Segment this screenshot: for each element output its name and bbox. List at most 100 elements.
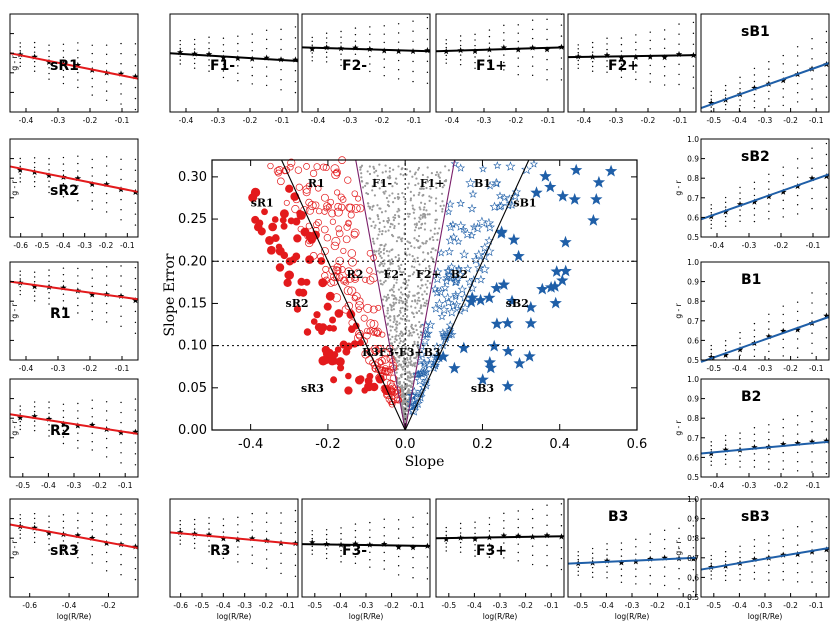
gray-point — [384, 315, 387, 318]
gray-point — [438, 227, 441, 230]
gray-point — [398, 299, 401, 302]
profile-point — [31, 524, 38, 531]
gray-point — [409, 376, 412, 379]
red-filled-point — [268, 222, 278, 232]
panel-f2minus: F2- -0.4 -0.3 -0.2 -0.1 — [298, 12, 438, 140]
panel-title: R1 — [50, 306, 71, 322]
blue-open-star — [455, 220, 467, 231]
panel-x-label: log(R/Re) — [748, 612, 783, 621]
panel-x-tick: -0.1 — [544, 601, 559, 610]
panel-x-tick: -0.4 — [56, 241, 71, 250]
gray-point — [389, 263, 392, 266]
blue-filled-star — [448, 361, 461, 374]
gray-point — [385, 250, 389, 253]
gray-point — [407, 274, 410, 278]
gray-point — [376, 204, 379, 207]
panel-y-tick: 0.5 — [687, 593, 699, 602]
panel-f2plus: F2+ -0.4 -0.3 -0.2 -0.1 — [564, 12, 704, 140]
profile-point — [89, 421, 96, 428]
panel-svg: B2 -0.4 -0.3 -0.2 -0.1 0.5 0.6 0.7 0.8 0.9 1.0 g - … — [674, 375, 830, 490]
blue-filled-star — [495, 225, 508, 238]
panel-b2: B2 -0.4 -0.3 -0.2 -0.1 0.5 0.6 0.7 0.8 0.9 1.0 g - … — [674, 375, 830, 505]
profile-point — [736, 201, 744, 208]
gray-point — [412, 271, 416, 274]
gray-point — [418, 309, 421, 313]
red-open-point — [322, 265, 330, 273]
red-open-point — [351, 274, 359, 281]
gray-point — [406, 186, 409, 189]
blue-filled-star — [497, 278, 511, 290]
region-label: sB2 — [506, 297, 529, 310]
region-label: R1 — [308, 177, 325, 190]
gray-point — [404, 281, 408, 284]
red-open-point — [338, 266, 346, 274]
red-filled-point — [261, 208, 268, 216]
gray-point — [418, 272, 422, 275]
profile-point — [31, 283, 38, 290]
profile-point — [751, 444, 758, 451]
panel-title: sR3 — [50, 543, 79, 559]
red-open-point — [350, 230, 359, 239]
gray-point — [395, 177, 398, 180]
blue-open-star — [446, 307, 457, 317]
region-label: sR3 — [301, 382, 324, 395]
blue-open-star — [495, 191, 505, 200]
gray-point — [400, 352, 403, 355]
red-open-point — [273, 167, 282, 176]
gray-point — [378, 187, 381, 190]
gray-point — [439, 204, 442, 208]
blue-open-star — [439, 330, 449, 340]
y-tick-label: 0.00 — [178, 423, 207, 438]
gray-point — [429, 237, 432, 240]
gray-point — [408, 241, 412, 244]
panel-y-tick: 0.9 — [687, 395, 699, 404]
panel-svg: sB1 -0.5 -0.4 -0.3 -0.2 -0.1 — [700, 13, 830, 125]
panel-x-tick: -0.1 — [673, 116, 688, 125]
red-filled-point — [342, 347, 351, 356]
panel-sb3: sB3 -0.5 -0.4 -0.3 -0.2 -0.1 log(R/Re) 0.5 0.6 0.… — [674, 495, 830, 625]
gray-point — [393, 197, 397, 200]
red-open-point — [283, 199, 290, 206]
blue-open-star — [414, 375, 425, 386]
panel-x-tick: -0.2 — [783, 364, 798, 373]
gray-point — [394, 256, 397, 259]
red-open-point — [337, 203, 346, 212]
red-open-point — [355, 301, 364, 310]
gray-point — [421, 284, 424, 287]
blue-open-star — [479, 242, 490, 252]
blue-filled-star — [437, 350, 450, 362]
panel-x-tick: -0.4 — [710, 241, 725, 250]
profile-point — [103, 181, 110, 188]
profile-point — [794, 326, 801, 333]
red-open-point — [287, 163, 294, 171]
gray-point — [389, 325, 392, 328]
gray-point — [383, 225, 386, 229]
gray-point — [408, 332, 411, 335]
gray-point — [397, 334, 400, 337]
gray-point — [402, 361, 406, 365]
panel-x-tick: -0.1 — [806, 481, 821, 490]
gray-point — [425, 209, 428, 212]
gray-point — [386, 323, 389, 326]
red-open-point — [364, 327, 371, 334]
red-open-point — [330, 164, 340, 174]
gray-point — [432, 247, 435, 250]
gray-point — [435, 186, 438, 190]
profile-point — [808, 175, 816, 182]
profile-point — [661, 554, 668, 561]
panel-x-tick: -0.1 — [120, 241, 135, 250]
gray-point — [420, 324, 423, 327]
red-open-point — [372, 328, 381, 337]
profile-point — [823, 312, 830, 319]
red-open-point — [355, 306, 363, 313]
gray-point — [435, 171, 439, 174]
profile-point — [117, 292, 125, 299]
panel-sb2: sB2 -0.4 -0.3 -0.2 -0.1 0.5 0.6 0.7 0.8 0.9 1.0 g -… — [674, 135, 830, 265]
red-filled-point — [325, 291, 335, 301]
gray-point — [402, 357, 406, 360]
red-open-point — [346, 203, 356, 213]
panel-x-tick: -0.2 — [259, 601, 274, 610]
red-open-point — [375, 304, 382, 311]
gray-point — [408, 253, 411, 256]
gray-point — [396, 210, 399, 213]
